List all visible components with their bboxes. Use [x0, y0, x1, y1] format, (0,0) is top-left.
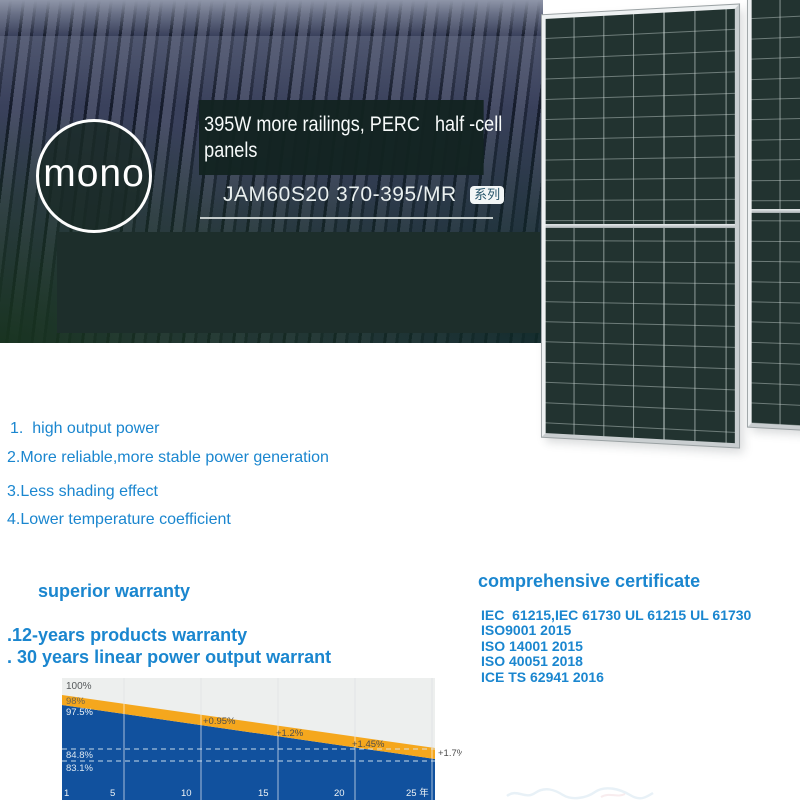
photo-horizon-haze [0, 36, 543, 106]
y-label-83-1: 83.1% [66, 763, 93, 774]
annotation-year10: +0.95% [203, 716, 236, 727]
y-label-97-5: 97.5% [66, 707, 93, 718]
x-tick-25: 25 年 [406, 787, 429, 799]
headline-line1: 395W more railings, PERC half -cell [204, 113, 503, 136]
x-tick-1: 1 [64, 788, 69, 799]
model-number: JAM60S20 370-395/MR [223, 183, 457, 206]
certificates-list: IEC 61215,IEC 61730 UL 61215 UL 61730 IS… [481, 607, 752, 685]
certificate-item-5: ICE TS 62941 2016 [481, 668, 604, 685]
certificate-item-2: ISO9001 2015 [481, 622, 572, 639]
headline-line2: panels [204, 139, 258, 162]
model-row: JAM60S20 370-395/MR 系列 [223, 183, 505, 207]
chart-dashed-levels [62, 748, 435, 762]
product-panel-image-front [541, 4, 739, 448]
feature-item-2: 2.More reliable,more stable power genera… [7, 449, 329, 466]
panel-center-divider [545, 223, 735, 229]
panel-cells-grid [751, 0, 800, 434]
x-tick-5: 5 [110, 788, 115, 799]
brand-logo-circle: mono [36, 119, 152, 233]
y-label-84-8: 84.8% [66, 750, 93, 761]
faint-watermark [506, 787, 654, 800]
x-tick-20: 20 [334, 788, 345, 799]
series-badge: 系列 [470, 186, 505, 204]
y-label-100: 100% [66, 681, 92, 692]
certificate-item-4: ISO 40051 2018 [481, 653, 583, 670]
linear-power-warranty-chart: 100% 98% 97.5% 84.8% 83.1% +0.95% +1.2% … [62, 678, 462, 800]
dark-overlay-box [57, 232, 540, 333]
warranty-lines: .12-years products warranty . 30 years l… [7, 624, 331, 668]
x-tick-10: 10 [181, 788, 192, 799]
certificate-item-1: IEC 61215,IEC 61730 UL 61215 UL 61730 [481, 607, 752, 623]
warranty-section-title: superior warranty [38, 581, 191, 601]
warranty-line-1: .12-years products warranty [7, 625, 248, 645]
annotation-year20: +1.45% [352, 739, 385, 750]
certificates-section-title: comprehensive certificate [478, 571, 701, 591]
chart-blue-area [62, 705, 435, 800]
chart-orange-band [62, 695, 435, 759]
panel-center-divider [751, 208, 800, 214]
brand-logo-text: mono [43, 152, 145, 195]
feature-item-4: 4.Lower temperature coefficient [7, 511, 231, 528]
feature-item-3: 3.Less shading effect [7, 483, 158, 500]
warranty-line-2: . 30 years linear power output warrant [7, 647, 332, 667]
feature-item-1: 1. high output power [10, 420, 160, 437]
headline-box: 395W more railings, PERC half -cell pane… [199, 100, 502, 175]
annotation-year25: +1.7% [438, 748, 462, 759]
product-panel-image-back [747, 0, 800, 438]
hero-divider-line [200, 217, 493, 219]
x-tick-15: 15 [258, 788, 269, 799]
certificate-item-3: ISO 14001 2015 [481, 637, 583, 654]
annotation-year15: +1.2% [276, 728, 304, 739]
chart-vertical-gridlines-overlay [123, 678, 433, 800]
y-label-98: 98% [66, 696, 86, 707]
